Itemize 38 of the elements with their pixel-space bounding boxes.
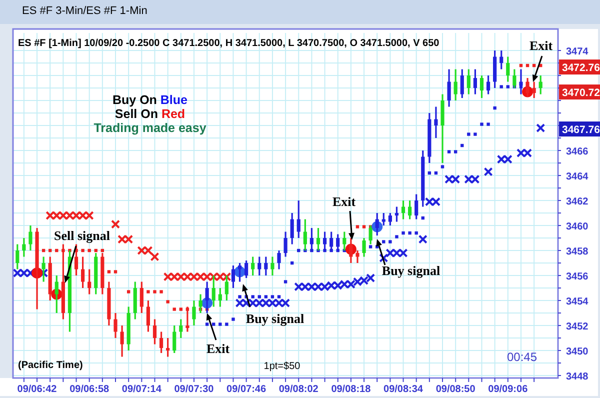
text: ES #F [1-Min] 10/09/20 -0.2500 C 3471.2500, H 3471.5000, L 3470.7500, O 3471.5000, V 650 bbox=[18, 38, 440, 49]
text: ES #F 3-Min/ES #F 1-Min bbox=[22, 5, 148, 17]
y-tick-label: 3456 bbox=[566, 272, 589, 282]
annotation: Exit bbox=[332, 194, 356, 209]
y-tick-label: 3450 bbox=[566, 346, 589, 358]
annotation: 00:45 bbox=[506, 350, 538, 364]
x-tick-label: 09/07:46 bbox=[226, 384, 266, 395]
x-tick-label: 09/07:14 bbox=[122, 384, 162, 395]
annotation: 1pt=$50 bbox=[264, 361, 301, 372]
x-tick-label: 09/08:50 bbox=[436, 384, 476, 395]
annotation: Sell signal bbox=[54, 228, 110, 243]
annotation: Buy On Blue bbox=[112, 93, 188, 107]
x-tick-label: 09/06:42 bbox=[17, 384, 58, 395]
annotation: Sell On Red bbox=[114, 107, 186, 121]
y-tick-label: 3458 bbox=[566, 246, 589, 258]
y-tick-label: 3474 bbox=[566, 46, 589, 58]
x-tick-label: 09/07:30 bbox=[174, 384, 214, 395]
y-tick-label: 3462 bbox=[566, 196, 589, 208]
text: 3470.72 bbox=[562, 87, 600, 99]
y-tick-label: 3466 bbox=[566, 146, 589, 158]
x-tick-label: 09/06:58 bbox=[70, 384, 110, 395]
x-tick-label: 09/08:02 bbox=[278, 384, 319, 395]
y-tick-label: 3454 bbox=[566, 296, 589, 308]
annotation: Trading made easy bbox=[94, 121, 206, 135]
text: 3472.76 bbox=[562, 62, 600, 74]
annotation: Exit bbox=[529, 38, 554, 53]
y-tick-label: 3452 bbox=[566, 322, 589, 332]
x-tick-label: 09/08:34 bbox=[384, 384, 424, 395]
y-tick-label: 3460 bbox=[566, 222, 589, 232]
annotation: Buy signal bbox=[246, 311, 304, 326]
annotation: (Pacific Time) bbox=[18, 360, 83, 371]
annotation: Buy signal bbox=[382, 263, 440, 278]
annotation: Exit bbox=[206, 341, 230, 356]
y-tick-label: 3464 bbox=[566, 172, 589, 182]
text: 3467.76 bbox=[562, 124, 600, 136]
x-tick-label: 09/08:18 bbox=[331, 384, 372, 395]
x-tick-label: 09/09:06 bbox=[488, 384, 528, 395]
y-tick-label: 3448 bbox=[566, 372, 589, 382]
